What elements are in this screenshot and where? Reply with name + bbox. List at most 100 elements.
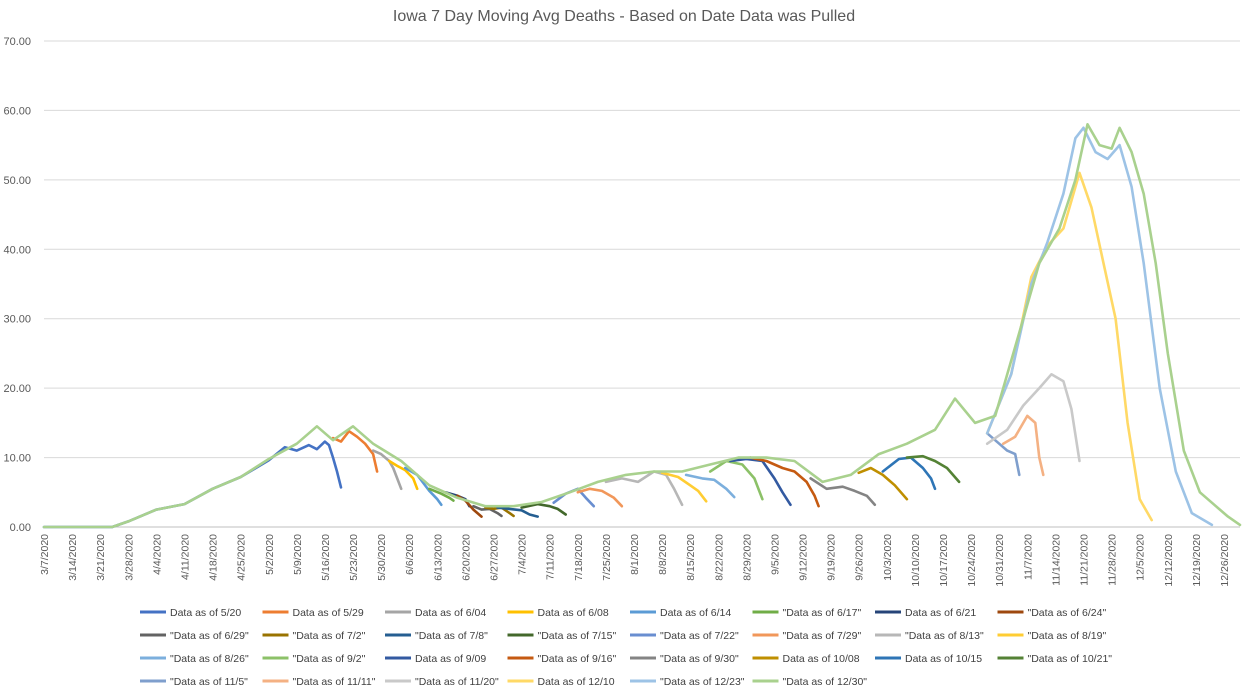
y-tick-label: 50.00 — [3, 175, 31, 187]
legend-label: "Data as of 6/17" — [783, 607, 862, 619]
x-tick-label: 4/25/2020 — [236, 534, 248, 581]
x-tick-label: 12/26/2020 — [1219, 534, 1231, 587]
x-tick-label: 8/29/2020 — [741, 534, 753, 581]
legend-label: "Data as of 6/24" — [1028, 607, 1107, 619]
y-tick-label: 40.00 — [3, 244, 31, 256]
series-line — [1001, 414, 1045, 477]
series-line — [729, 457, 792, 507]
x-tick-label: 6/13/2020 — [432, 534, 444, 581]
legend-label: Data as of 5/29 — [293, 607, 364, 619]
series-line — [42, 123, 1242, 529]
legend-label: "Data as of 7/22" — [660, 630, 739, 642]
series-line — [809, 477, 877, 507]
x-tick-label: 7/25/2020 — [601, 534, 613, 581]
x-tick-label: 5/30/2020 — [376, 534, 388, 581]
y-tick-label: 0.00 — [10, 522, 31, 534]
x-tick-label: 10/24/2020 — [966, 534, 978, 587]
series-line — [496, 506, 539, 518]
x-tick-label: 4/11/2020 — [179, 534, 191, 580]
series-line — [331, 429, 379, 473]
x-tick-label: 6/6/2020 — [404, 534, 416, 575]
y-tick-label: 10.00 — [3, 453, 31, 465]
x-tick-label: 8/15/2020 — [685, 534, 697, 581]
series-line — [881, 456, 937, 491]
x-tick-label: 9/26/2020 — [854, 534, 866, 581]
series-line — [660, 471, 708, 503]
x-tick-label: 8/22/2020 — [713, 534, 725, 581]
series-line — [520, 502, 567, 516]
legend-label: Data as of 6/08 — [538, 607, 609, 619]
legend-label: "Data as of 9/2" — [293, 653, 366, 665]
y-tick-label: 30.00 — [3, 314, 31, 326]
x-tick-label: 4/18/2020 — [208, 534, 220, 581]
legend-label: "Data as of 11/5" — [170, 676, 248, 688]
legend-label: Data as of 12/10 — [538, 676, 615, 688]
series-line — [403, 466, 443, 507]
x-tick-label: 7/4/2020 — [517, 534, 529, 575]
legend-label: Data as of 6/04 — [415, 607, 486, 619]
x-tick-label: 8/1/2020 — [629, 534, 641, 575]
x-tick-label: 6/27/2020 — [489, 534, 501, 581]
y-tick-label: 20.00 — [3, 383, 31, 395]
x-tick-label: 10/3/2020 — [882, 534, 894, 581]
series-line — [576, 487, 624, 508]
series-line — [857, 466, 909, 501]
x-tick-label: 3/28/2020 — [123, 534, 135, 581]
legend-label: Data as of 9/09 — [415, 653, 486, 665]
x-tick-label: 5/23/2020 — [348, 534, 360, 581]
x-tick-label: 11/28/2020 — [1107, 534, 1119, 586]
x-tick-label: 12/12/2020 — [1163, 534, 1175, 587]
series-line — [387, 459, 419, 491]
series-line — [428, 487, 455, 502]
series-lines — [42, 123, 1242, 529]
x-tick-label: 7/11/2020 — [545, 534, 557, 580]
x-tick-label: 5/2/2020 — [264, 534, 276, 575]
x-tick-label: 11/14/2020 — [1050, 534, 1062, 586]
legend-label: "Data as of 9/16" — [538, 653, 617, 665]
legend-label: "Data as of 8/13" — [905, 630, 984, 642]
x-tick-label: 9/19/2020 — [826, 534, 838, 581]
series-line — [684, 473, 736, 499]
series-line — [985, 432, 1021, 477]
legend-label: Data as of 10/08 — [783, 653, 860, 665]
legend-label: Data as of 10/15 — [905, 653, 982, 665]
series-line — [985, 171, 1153, 522]
x-tick-label: 7/18/2020 — [573, 534, 585, 581]
x-tick-label: 6/20/2020 — [460, 534, 472, 581]
legend-label: "Data as of 8/26" — [170, 653, 249, 665]
legend-label: "Data as of 11/20" — [415, 676, 499, 688]
x-tick-label: 3/14/2020 — [67, 534, 79, 581]
legend-label: "Data as of 7/8" — [415, 630, 488, 642]
series-line — [985, 373, 1081, 463]
x-tick-label: 12/19/2020 — [1191, 534, 1203, 587]
x-tick-label: 10/10/2020 — [910, 534, 922, 587]
y-tick-label: 70.00 — [3, 36, 31, 48]
x-tick-label: 5/16/2020 — [320, 534, 332, 581]
legend-label: Data as of 6/14 — [660, 607, 731, 619]
gridlines — [44, 40, 1240, 528]
legend-label: "Data as of 7/2" — [293, 630, 366, 642]
x-tick-label: 12/5/2020 — [1135, 534, 1147, 581]
x-tick-label: 10/17/2020 — [938, 534, 950, 587]
legend-label: Data as of 6/21 — [905, 607, 976, 619]
x-axis-ticks: 3/7/2020 3/14/2020 3/21/2020 3/28/2020 4/4/2… — [39, 534, 1231, 587]
x-tick-label: 11/21/2020 — [1078, 534, 1090, 586]
x-tick-label: 11/7/2020 — [1022, 534, 1034, 580]
chart-title: Iowa 7 Day Moving Avg Deaths - Based on … — [393, 8, 855, 25]
x-tick-label: 3/21/2020 — [95, 534, 107, 581]
y-tick-label: 60.00 — [3, 105, 31, 117]
series-line — [371, 449, 403, 491]
legend-label: "Data as of 8/19" — [1028, 630, 1107, 642]
legend-label: Data as of 5/20 — [170, 607, 241, 619]
x-tick-label: 5/9/2020 — [292, 534, 304, 575]
y-axis-ticks: 0.00 10.00 20.00 30.00 40.00 50.00 60.00 70.00 — [3, 36, 31, 534]
legend-label: "Data as of 12/23" — [660, 676, 745, 688]
series-line — [749, 456, 820, 508]
legend-label: "Data as of 6/29" — [170, 630, 249, 642]
legend-label: "Data as of 9/30" — [660, 653, 739, 665]
x-tick-label: 3/7/2020 — [39, 534, 51, 575]
legend-label: "Data as of 11/11" — [293, 676, 376, 688]
series-line — [42, 440, 343, 529]
x-tick-label: 9/5/2020 — [769, 534, 781, 575]
